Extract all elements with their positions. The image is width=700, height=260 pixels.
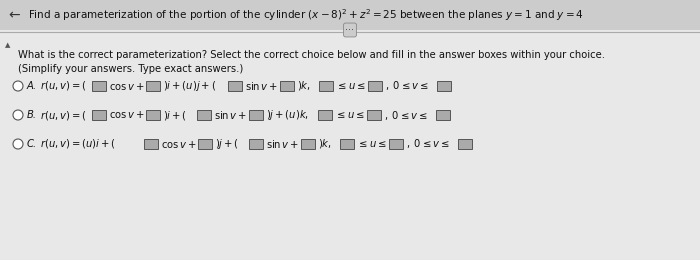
Circle shape (13, 110, 23, 120)
Text: $\cos v +$: $\cos v +$ (161, 139, 197, 150)
FancyBboxPatch shape (92, 81, 106, 91)
FancyBboxPatch shape (228, 81, 242, 91)
FancyBboxPatch shape (340, 139, 354, 149)
Text: $\sin v +$: $\sin v +$ (214, 109, 247, 121)
FancyBboxPatch shape (319, 81, 333, 91)
FancyBboxPatch shape (458, 139, 472, 149)
Text: $\cos v +$: $\cos v +$ (109, 81, 145, 92)
FancyBboxPatch shape (368, 81, 382, 91)
FancyBboxPatch shape (389, 139, 403, 149)
Text: ···: ··· (346, 25, 354, 35)
Text: $\sin v +$: $\sin v +$ (245, 80, 278, 92)
Text: $\sin v +$: $\sin v +$ (266, 138, 299, 150)
Text: $r(u,v) = ($: $r(u,v) = ($ (40, 108, 87, 121)
Text: C.: C. (27, 139, 37, 149)
FancyBboxPatch shape (0, 0, 700, 30)
Text: (Simplify your answers. Type exact answers.): (Simplify your answers. Type exact answe… (18, 64, 244, 74)
Text: $)k,$: $)k,$ (297, 80, 311, 93)
Text: $)i + (u)j + ($: $)i + (u)j + ($ (163, 79, 216, 93)
Text: $)i + ($: $)i + ($ (163, 108, 187, 121)
Circle shape (13, 81, 23, 91)
Text: What is the correct parameterization? Select the correct choice below and fill i: What is the correct parameterization? Se… (18, 50, 605, 60)
FancyBboxPatch shape (144, 139, 158, 149)
Text: $, \; 0 \leq v \leq$: $, \; 0 \leq v \leq$ (406, 138, 449, 151)
Text: A.: A. (27, 81, 37, 91)
Text: $, \; 0 \leq v \leq$: $, \; 0 \leq v \leq$ (385, 80, 428, 93)
Text: $)k,$: $)k,$ (318, 138, 332, 151)
FancyBboxPatch shape (367, 110, 381, 120)
Text: $r(u,v) = ($: $r(u,v) = ($ (40, 80, 87, 93)
FancyBboxPatch shape (198, 139, 212, 149)
Text: ←: ← (8, 8, 20, 22)
Text: $)j + (u)k,$: $)j + (u)k,$ (266, 108, 309, 122)
FancyBboxPatch shape (146, 110, 160, 120)
FancyBboxPatch shape (146, 81, 160, 91)
Text: $\leq u \leq$: $\leq u \leq$ (336, 81, 366, 91)
Text: $\leq u \leq$: $\leq u \leq$ (357, 139, 387, 149)
FancyBboxPatch shape (197, 110, 211, 120)
FancyBboxPatch shape (301, 139, 315, 149)
FancyBboxPatch shape (436, 110, 450, 120)
FancyBboxPatch shape (437, 81, 451, 91)
Text: $)j + ($: $)j + ($ (215, 137, 239, 151)
Circle shape (13, 139, 23, 149)
FancyBboxPatch shape (280, 81, 294, 91)
FancyBboxPatch shape (249, 110, 263, 120)
FancyBboxPatch shape (92, 110, 106, 120)
Text: Find a parameterization of the portion of the cylinder $(x-8)^{2}+z^{2}=25$ betw: Find a parameterization of the portion o… (28, 7, 584, 23)
Text: ▲: ▲ (6, 42, 10, 48)
Text: $\leq u \leq$: $\leq u \leq$ (335, 110, 365, 120)
Text: B.: B. (27, 110, 37, 120)
Text: $\cos v +$: $\cos v +$ (109, 109, 145, 120)
Text: $r(u,v) = (u)i + ($: $r(u,v) = (u)i + ($ (40, 138, 116, 151)
Text: $, \; 0 \leq v \leq$: $, \; 0 \leq v \leq$ (384, 108, 428, 121)
FancyBboxPatch shape (249, 139, 263, 149)
FancyBboxPatch shape (318, 110, 332, 120)
